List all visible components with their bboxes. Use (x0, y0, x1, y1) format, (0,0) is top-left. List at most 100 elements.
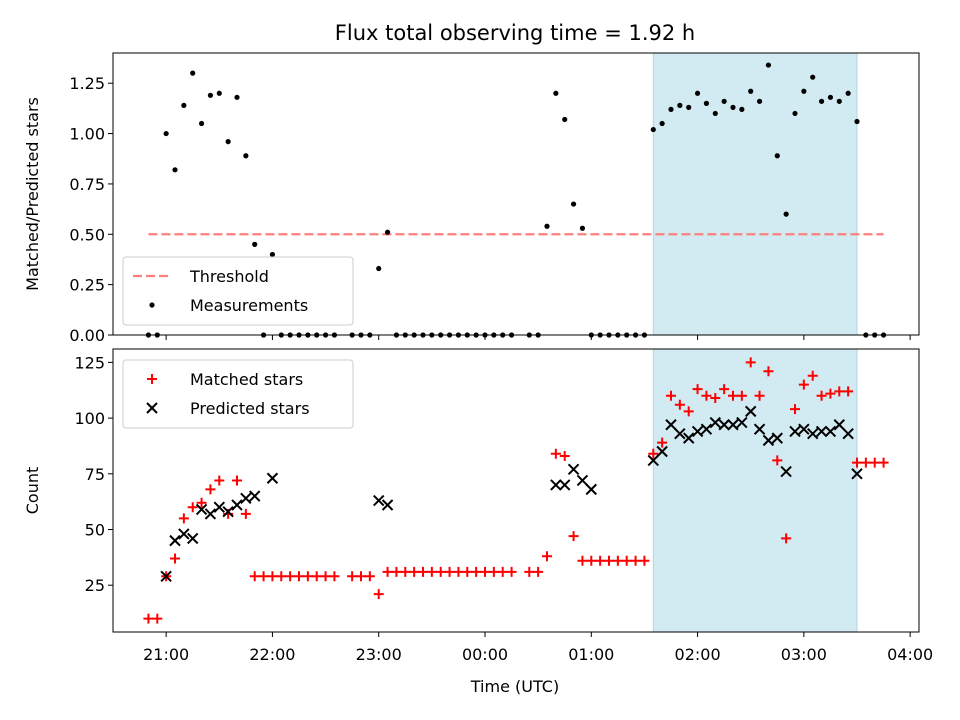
matched-star-point (843, 386, 854, 397)
predicted-star-point (169, 534, 181, 547)
matched-star-point (666, 390, 676, 401)
measurement-point (181, 102, 187, 108)
predicted-star-point (851, 468, 863, 480)
measurement-point (836, 98, 842, 104)
matched-star-point (285, 571, 296, 582)
matched-star-point (586, 555, 597, 566)
predicted-star-point (665, 419, 677, 431)
predicted-star-point (585, 483, 597, 496)
predicted-star-point (745, 405, 757, 418)
y-tick-label: 50 (85, 520, 105, 539)
predicted-star-point (683, 432, 695, 444)
matched-star-point (178, 513, 189, 524)
matched-star-point (621, 555, 632, 566)
measurement-point (694, 90, 701, 96)
matched-star-point (674, 399, 685, 410)
matched-star-point (258, 571, 269, 582)
measurement-point (748, 88, 754, 94)
matched-star-point (400, 566, 411, 577)
measurement-point (650, 126, 656, 133)
matched-star-point (524, 566, 535, 577)
matched-star-point (347, 571, 358, 582)
y-tick-label: 0.50 (69, 225, 105, 244)
measurement-point (712, 110, 718, 117)
y-tick-label: 75 (85, 465, 105, 484)
matched-star-point (232, 475, 242, 486)
measurement-point (845, 90, 851, 96)
shaded-interval (652, 52, 858, 336)
matched-star-point (382, 566, 393, 577)
matched-star-point (240, 508, 251, 519)
measurement-point (677, 102, 683, 108)
predicted-star-point (674, 427, 686, 440)
measurement-point (198, 120, 205, 127)
matched-star-point (329, 571, 340, 582)
predicted-star-point (381, 499, 394, 511)
matched-star-point (391, 566, 402, 577)
predicted-star-point (550, 479, 562, 491)
matched-star-point (311, 571, 322, 582)
predicted-star-point (700, 423, 713, 435)
matched-star-point (249, 571, 260, 582)
measurement-point (579, 225, 586, 231)
legend: Threshold Measurements (122, 256, 354, 326)
predicted-star-point (178, 528, 190, 540)
matched-star-point (409, 566, 420, 577)
matched-star-point (294, 571, 304, 582)
matched-star-point (719, 384, 730, 395)
predicted-star-point (709, 416, 721, 429)
matched-star-point (196, 497, 207, 508)
matched-star-point (852, 457, 862, 468)
matched-star-point (754, 390, 765, 401)
y-tick-label: 125 (74, 353, 105, 372)
matched-star-point (364, 571, 375, 582)
measurement-point (172, 167, 178, 173)
matched-star-point (533, 566, 544, 577)
measurement-point (243, 153, 249, 159)
matched-star-point (276, 571, 287, 582)
legend-box (122, 359, 354, 429)
predicted-star-point (824, 425, 837, 438)
legend-predicted-swatch (146, 402, 158, 414)
measurement-point (225, 139, 231, 145)
measurement-point (216, 90, 222, 96)
predicted-star-point (789, 425, 801, 438)
matched-star-point (825, 388, 836, 399)
predicted-star-point (780, 465, 792, 478)
predicted-star-point (222, 505, 234, 518)
predicted-star-point (647, 454, 659, 467)
measurement-point (765, 62, 772, 68)
predicted-star-point (249, 490, 261, 502)
measurement-point (686, 104, 692, 110)
matched-star-point (745, 357, 756, 368)
measurement-point (774, 153, 780, 159)
predicted-star-point (567, 463, 580, 476)
matched-star-point (152, 613, 163, 624)
matched-star-point (763, 366, 774, 377)
predicted-star-point (842, 427, 854, 440)
matched-star-point (267, 571, 278, 582)
matched-star-point (683, 406, 694, 417)
predicted-star-point (195, 503, 208, 516)
axes-frame (112, 348, 920, 633)
legend-label: Predicted stars (190, 399, 310, 418)
measurement-point (163, 130, 169, 137)
matched-star-point (701, 390, 712, 401)
matched-star-point (559, 450, 570, 461)
matched-star-point (488, 566, 499, 577)
predicted-star-point (718, 419, 730, 431)
measurement-point (818, 98, 825, 104)
x-tick-label: 02:00 (675, 645, 721, 664)
matched-star-point (728, 390, 738, 401)
y-tick-label: 100 (74, 409, 105, 428)
predicted-star-point (559, 479, 571, 491)
matched-star-point (878, 457, 889, 468)
measurement-point (783, 211, 789, 217)
measurement-point (721, 98, 727, 104)
matched-star-point (471, 566, 482, 577)
predicted-star-point (833, 419, 845, 431)
matched-star-point (781, 533, 792, 544)
measurement-point (269, 251, 276, 258)
predicted-star-point (656, 445, 668, 458)
